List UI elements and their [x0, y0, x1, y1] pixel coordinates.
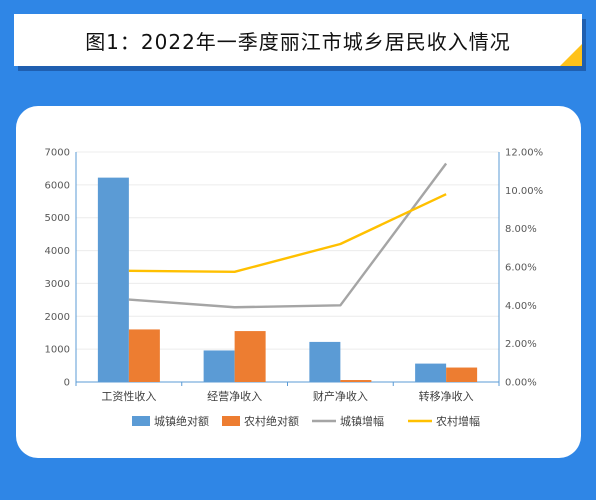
- y-right-tick-label: 10.00%: [505, 186, 543, 197]
- bar-urban: [97, 177, 129, 382]
- legend-swatch: [222, 416, 240, 426]
- y-left-tick-label: 4000: [45, 246, 70, 257]
- y-left-tick-label: 6000: [45, 180, 70, 191]
- y-left-tick-label: 7000: [45, 148, 70, 159]
- y-right-tick-label: 2.00%: [505, 339, 537, 350]
- chart-svg: 0 1000 2000 3000 4000 5000 6000 7000 0.00% 2.00% 4…: [45, 148, 544, 429]
- bar-rural: [340, 380, 372, 382]
- title-banner: 图1：2022年一季度丽江市城乡居民收入情况: [14, 14, 582, 66]
- line-urban-growth: [128, 162, 448, 309]
- chart-card: 0 1000 2000 3000 4000 5000 6000 7000 0.00% 2.00% 4…: [16, 106, 581, 458]
- y-left-tick-label: 3000: [45, 279, 70, 290]
- bar-rural: [128, 329, 160, 382]
- bar-urban: [415, 363, 447, 382]
- line-rural-growth: [128, 193, 447, 273]
- x-category-label: 经营净收入: [207, 389, 262, 403]
- x-category-label: 转移净收入: [419, 389, 474, 403]
- bar-rural: [234, 331, 266, 382]
- y-right-tick-label: 12.00%: [505, 148, 543, 159]
- x-category-label: 工资性收入: [101, 389, 156, 403]
- y-left-tick-label: 5000: [45, 213, 70, 224]
- y-left-tick-label: 2000: [45, 312, 70, 323]
- bar-urban: [203, 350, 235, 382]
- bar-urban: [309, 341, 341, 382]
- legend-label: 城镇绝对额: [154, 414, 209, 428]
- page-title: 图1：2022年一季度丽江市城乡居民收入情况: [85, 30, 511, 54]
- legend-swatch: [132, 416, 150, 426]
- legend-label: 城镇增幅: [340, 414, 384, 428]
- y-right-tick-label: 0.00%: [505, 378, 537, 389]
- title-corner-accent: [560, 44, 582, 66]
- y-right-tick-label: 8.00%: [505, 224, 537, 235]
- y-right-tick-label: 6.00%: [505, 263, 537, 274]
- bar-rural: [446, 367, 478, 382]
- x-category-label: 财产净收入: [313, 389, 368, 403]
- y-right-tick-label: 4.00%: [505, 301, 537, 312]
- y-left-tick-label: 1000: [45, 345, 70, 356]
- legend-label: 农村增幅: [436, 414, 480, 428]
- legend-label: 农村绝对额: [244, 414, 299, 428]
- y-left-tick-label: 0: [64, 378, 70, 389]
